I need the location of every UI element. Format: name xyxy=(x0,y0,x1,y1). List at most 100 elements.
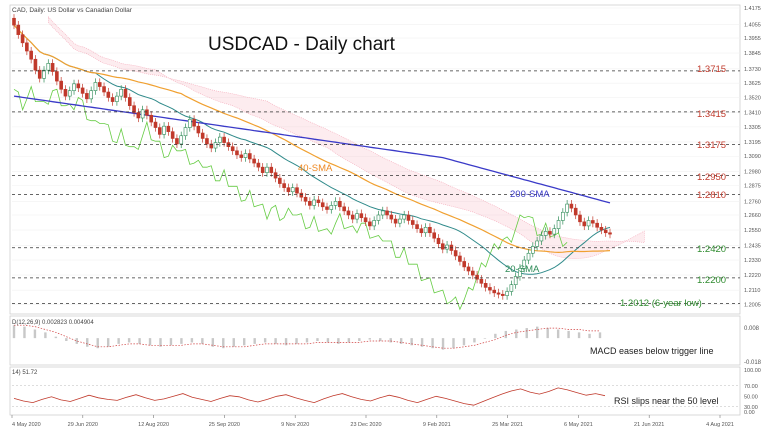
candle xyxy=(299,189,304,202)
candle-body xyxy=(110,97,115,102)
candle-body xyxy=(200,132,205,139)
sma40-label: 40-SMA xyxy=(298,163,333,174)
candle-body xyxy=(380,210,385,216)
candle xyxy=(243,149,248,162)
macd-tick-top: 0.008 xyxy=(744,326,760,332)
macd-bar xyxy=(462,338,466,346)
candle xyxy=(346,206,351,220)
candle xyxy=(119,85,123,101)
price-gridlines xyxy=(12,7,740,305)
candle xyxy=(37,66,42,83)
candle xyxy=(466,262,471,276)
candle-body xyxy=(269,166,274,173)
candle-body xyxy=(46,63,51,71)
candle-body xyxy=(578,214,582,223)
candle-body xyxy=(483,283,488,288)
candle xyxy=(333,197,338,210)
candle-body xyxy=(67,90,72,97)
macd-bar xyxy=(316,338,319,341)
macd-bar xyxy=(253,338,256,344)
candle-body xyxy=(37,69,42,79)
candle xyxy=(303,193,308,206)
candle-body xyxy=(278,177,282,184)
x-tick-label: 6 May 2021 xyxy=(564,422,593,428)
candle-body xyxy=(406,214,411,221)
macd-bar xyxy=(536,326,539,339)
x-tick-label: 21 Jun 2021 xyxy=(634,422,664,428)
candle-body xyxy=(376,214,381,221)
price-tick-label: 1.2110 xyxy=(744,288,760,294)
x-axis: 4 May 2020 29 Jun 2020 12 Aug 2020 25 Sep 2… xyxy=(11,415,734,428)
candle xyxy=(402,210,406,224)
macd-bar xyxy=(556,329,560,339)
candle xyxy=(265,163,269,177)
macd-bar xyxy=(54,336,58,339)
candle xyxy=(157,123,162,139)
price-tick-label: 1.3090 xyxy=(744,154,761,160)
candle-body xyxy=(325,206,329,210)
candle xyxy=(359,209,364,222)
candle xyxy=(518,264,522,281)
candle-body xyxy=(179,135,184,145)
price-tick-label: 1.4175 xyxy=(744,6,761,12)
candle xyxy=(260,163,265,177)
candle-body xyxy=(235,150,239,156)
candle xyxy=(218,133,222,147)
candle-body xyxy=(25,42,29,52)
candle-body xyxy=(479,278,484,284)
candle-body xyxy=(209,143,214,149)
macd-bar xyxy=(211,338,215,347)
candle-body xyxy=(157,127,162,135)
rsi-axis: 100.00 70.00 50.00 30.000.00 xyxy=(744,368,761,416)
price-panel-frame xyxy=(9,4,741,315)
candle-body xyxy=(55,71,59,82)
series-label: CAD, Daily: US Dollar vs Canadian Dollar xyxy=(12,7,133,14)
candle xyxy=(290,183,295,196)
candle xyxy=(183,123,188,140)
macd-bar xyxy=(12,325,16,339)
price-tick-label: 1.3195 xyxy=(744,140,761,146)
x-tick-label: 9 Nov 2020 xyxy=(281,422,309,428)
candle xyxy=(85,89,89,103)
candle-body xyxy=(243,153,248,158)
macd-bar xyxy=(117,338,120,344)
macd-label: D(12,26,9) 0.002823 0.004904 xyxy=(12,320,94,326)
candle-body xyxy=(393,218,398,224)
candle xyxy=(539,231,544,246)
chart-title: USDCAD - Daily chart xyxy=(208,34,396,55)
candle xyxy=(312,195,316,210)
candle-body xyxy=(145,109,149,116)
macd-bar xyxy=(190,338,194,343)
macd-bar xyxy=(86,338,89,347)
candle xyxy=(140,105,145,123)
candle-body xyxy=(162,125,166,135)
candle-body xyxy=(312,199,316,206)
macd-bar xyxy=(452,338,455,349)
candle-body xyxy=(368,221,372,227)
candle xyxy=(153,117,158,132)
candle xyxy=(239,150,244,162)
candle xyxy=(393,214,398,228)
candle-body xyxy=(93,82,98,91)
price-tick-label: 1.3845 xyxy=(744,51,761,57)
candle xyxy=(483,279,488,292)
candle-body xyxy=(303,196,308,202)
chikou-line xyxy=(13,85,568,311)
candle xyxy=(175,134,179,149)
macd-bar xyxy=(75,338,78,344)
candle xyxy=(256,158,261,172)
candle xyxy=(543,227,548,240)
candle xyxy=(213,138,218,153)
macd-bar xyxy=(127,338,131,343)
candle-body xyxy=(136,112,141,119)
candle-body xyxy=(50,63,55,72)
candle-body xyxy=(492,289,497,294)
candle-body xyxy=(239,154,244,158)
price-tick-label: 1.2005 xyxy=(744,302,761,308)
candle-body xyxy=(63,88,68,97)
x-tick-label: 9 Feb 2021 xyxy=(423,422,451,428)
macd-bar xyxy=(431,338,434,349)
price-tick-label: 1.2220 xyxy=(744,273,761,279)
candle-body xyxy=(42,69,46,79)
